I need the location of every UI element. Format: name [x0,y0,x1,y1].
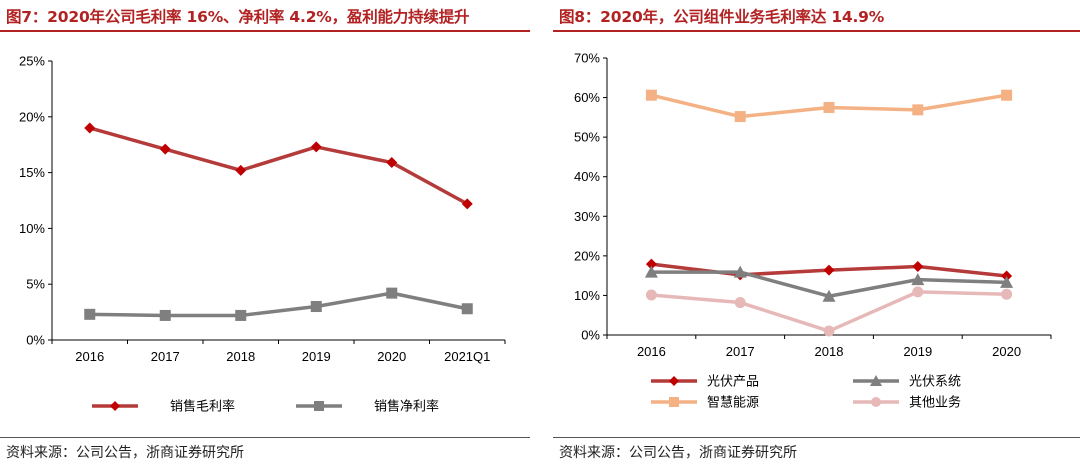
figure-8-title: 图8：2020年，公司组件业务毛利率达 14.9% [559,8,885,26]
data-point-4 [1001,288,1013,300]
figure-8-panel: 图8：2020年，公司组件业务毛利率达 14.9% 0% 10% 20% 30% 40%… [553,0,1080,470]
x-tick-label: 2018 [815,344,844,359]
y-tick-label: 10% [574,288,600,303]
y-tick-label: 40% [574,169,600,184]
x-tick-label: 2017 [151,349,180,364]
data-point-1 [461,198,473,210]
y-tick-label: 15% [19,165,45,180]
margin-line-chart: 0% 5% 10% 15% 20% 25% 2016 2017 2018 2019 2020 2021… [19,54,506,415]
y-tick-label: 20% [574,248,600,263]
data-point-3 [912,104,924,116]
figure-7-panel: 图7：2020年公司毛利率 16%、净利率 4.2%，盈利能力持续提升 0% 5%… [0,0,530,470]
data-point-1 [235,164,247,176]
series-line-1 [89,126,469,206]
legend-label: 光伏系统 [909,375,961,390]
series-line-2 [89,291,468,318]
data-point-4 [912,286,924,298]
legend-label: 智慧能源 [707,395,759,411]
x-tick-label: 2019 [903,344,932,359]
data-point-2 [310,301,322,313]
y-tick-label: 5% [26,277,45,292]
data-point-3 [823,101,835,113]
data-point-2 [235,309,247,321]
legend-swatch-marker [871,397,881,407]
legend-swatch-marker [870,375,882,386]
legend-swatch-marker [669,376,679,386]
y-tick-label: 10% [19,221,45,236]
data-point-2 [733,265,747,278]
data-point-3 [645,89,657,101]
y-tick-label: 0% [581,328,600,343]
data-point-2 [386,287,398,299]
legend-label: 光伏产品 [707,375,759,390]
y-tick-label: 60% [574,90,600,105]
title-rule [0,30,530,32]
legend-label: 销售毛利率 [170,399,235,415]
y-tick-label: 70% [574,51,600,66]
y-tick-label: 50% [574,130,600,145]
data-point-1 [159,143,171,155]
legend-label: 销售净利率 [374,399,439,415]
title-rule [553,30,1080,32]
data-point-2 [644,265,658,278]
data-point-1 [84,122,96,134]
data-point-1 [386,157,398,169]
x-tick-label: 2020 [992,344,1021,359]
legend-swatch-marker [314,401,324,411]
data-point-2 [84,308,96,320]
figure-7-title: 图7：2020年公司毛利率 16%、净利率 4.2%，盈利能力持续提升 [6,8,470,26]
data-point-4 [823,325,835,337]
data-point-2 [822,289,836,302]
data-point-1 [310,141,322,153]
data-point-3 [1001,89,1013,101]
source-rule [553,437,1080,438]
x-tick-label: 2017 [726,344,755,359]
data-point-4 [645,289,657,301]
data-point-2 [1000,275,1014,288]
data-point-1 [912,261,924,273]
x-tick-label: 2016 [637,344,666,359]
y-tick-label: 30% [574,209,600,224]
y-tick-label: 20% [19,109,45,124]
legend-label: 其他业务 [909,395,961,411]
x-tick-label: 2021Q1 [444,349,490,364]
data-point-1 [645,258,657,270]
data-point-1 [823,264,835,276]
data-point-3 [734,111,746,123]
x-tick-label: 2020 [377,349,406,364]
source-rule [0,437,530,438]
x-tick-label: 2019 [302,349,331,364]
legend-swatch-marker [669,397,679,407]
data-point-2 [461,303,473,315]
y-tick-label: 25% [19,54,45,69]
figure-7-source: 资料来源：公司公告，浙商证券研究所 [6,445,244,461]
data-point-2 [159,309,171,321]
data-point-2 [911,273,925,286]
segment-margin-line-chart: 0% 10% 20% 30% 40% 50% 60% 70% 2016 2017 2018 2019 2… [574,51,1052,411]
data-point-4 [734,297,746,309]
x-tick-label: 2018 [226,349,255,364]
x-tick-label: 2016 [75,349,104,364]
figure-8-source: 资料来源：公司公告，浙商证券研究所 [559,445,797,461]
y-tick-label: 0% [26,333,45,348]
legend-swatch-marker [110,401,120,411]
